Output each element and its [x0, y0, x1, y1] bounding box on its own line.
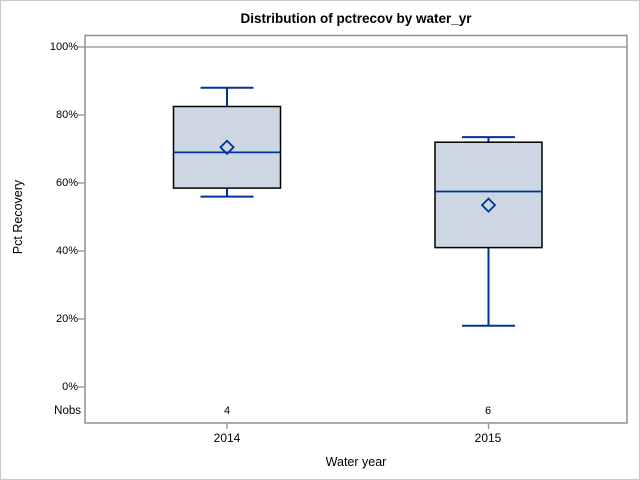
x-axis-title: Water year	[325, 455, 387, 469]
mean-diamond	[480, 197, 497, 213]
y-tick-label: 40%	[55, 245, 78, 257]
y-tick-label: 60%	[55, 177, 78, 189]
iqr-box	[172, 105, 282, 189]
nobs-row-label: Nobs	[54, 405, 81, 417]
y-tick-label: 100%	[49, 41, 78, 53]
y-axis-title: Pct Recovery	[11, 179, 25, 255]
x-tick-label: 2014	[213, 431, 241, 445]
plot-frame	[84, 34, 628, 424]
x-tick-label: 2015	[474, 431, 502, 445]
nobs-value: 6	[484, 405, 492, 417]
nobs-value: 4	[223, 405, 231, 417]
y-tick-label: 20%	[55, 313, 78, 325]
iqr-box	[434, 141, 543, 249]
chart-title: Distribution of pctrecov by water_yr	[240, 11, 472, 26]
y-tick-label: 80%	[55, 109, 78, 121]
mean-diamond	[219, 139, 235, 156]
y-tick-label: 0%	[62, 381, 78, 393]
